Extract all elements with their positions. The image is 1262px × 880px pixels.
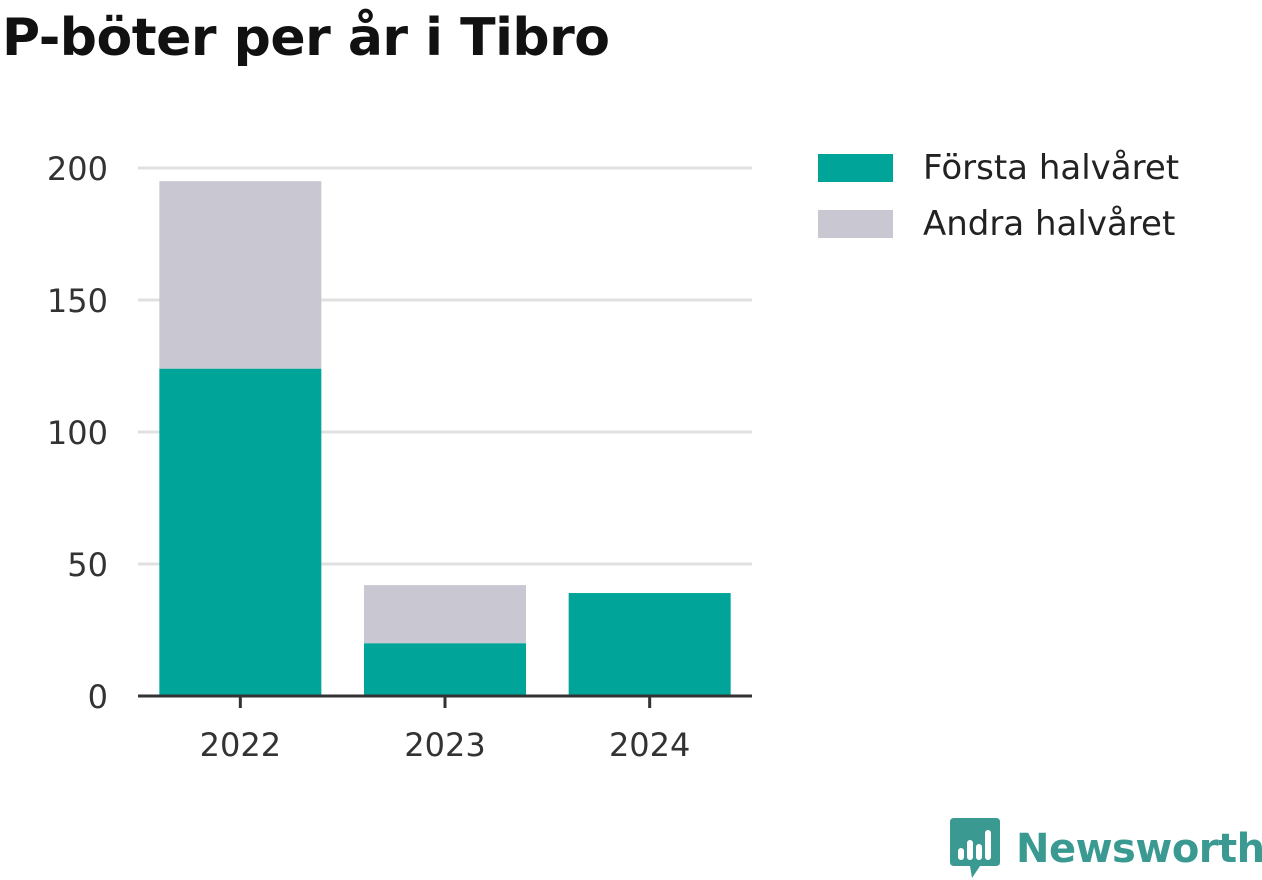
legend-swatch-second-half — [818, 210, 893, 238]
x-tick-label: 2023 — [404, 726, 485, 764]
y-tick-label: 0 — [88, 678, 108, 716]
bar-2022-series-2 — [159, 181, 322, 369]
bars — [159, 181, 731, 696]
legend: Första halvåret Andra halvåret — [818, 140, 1179, 252]
bar-chart-speech-bubble-icon — [950, 818, 1000, 878]
legend-item-second-half: Andra halvåret — [818, 196, 1179, 252]
legend-item-first-half: Första halvåret — [818, 140, 1179, 196]
bar-2023-series-2 — [364, 585, 526, 644]
bar-2023-series-1 — [364, 643, 526, 696]
legend-swatch-first-half — [818, 154, 893, 182]
bar-2022-series-1 — [159, 368, 322, 696]
y-tick-label: 100 — [47, 414, 108, 452]
x-tick-label: 2022 — [200, 726, 281, 764]
brand-name: Newsworthy — [1016, 826, 1262, 872]
legend-label-second-half: Andra halvåret — [923, 204, 1176, 244]
y-tick-label: 200 — [47, 150, 108, 188]
brand-logo: Newsworthy — [950, 818, 1262, 880]
axes: 0 50 100 150 200 2022 2023 2024 — [47, 150, 752, 764]
bar-2024-series-1 — [568, 593, 731, 696]
page-title: P-böter per år i Tibro — [2, 8, 610, 68]
legend-label-first-half: Första halvåret — [923, 148, 1180, 188]
x-tick-label: 2024 — [609, 726, 690, 764]
y-tick-label: 150 — [47, 282, 108, 320]
y-tick-label: 50 — [67, 546, 108, 584]
